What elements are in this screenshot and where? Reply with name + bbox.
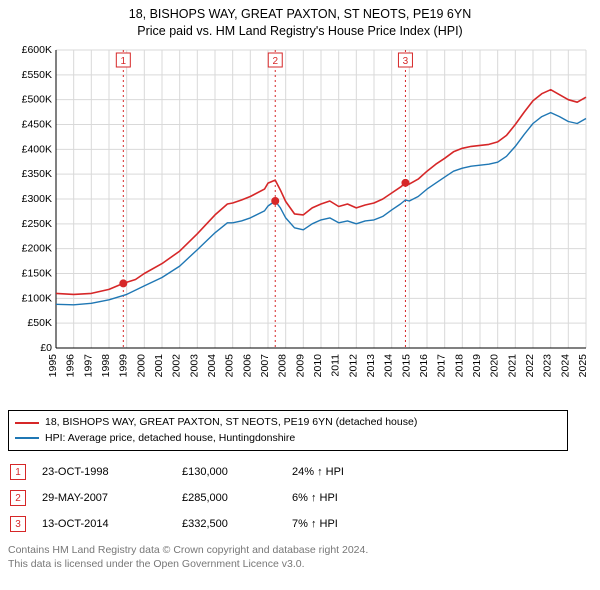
svg-text:2014: 2014 — [383, 354, 395, 378]
chart-container: 18, BISHOPS WAY, GREAT PAXTON, ST NEOTS,… — [0, 0, 600, 580]
svg-text:2005: 2005 — [224, 354, 236, 378]
svg-text:3: 3 — [403, 56, 409, 67]
svg-text:2012: 2012 — [347, 354, 359, 378]
svg-text:2018: 2018 — [453, 354, 465, 378]
svg-text:2023: 2023 — [542, 354, 554, 378]
svg-text:1997: 1997 — [82, 354, 94, 378]
svg-text:£500K: £500K — [22, 93, 52, 105]
svg-text:£0: £0 — [40, 342, 52, 354]
legend-row: 18, BISHOPS WAY, GREAT PAXTON, ST NEOTS,… — [15, 415, 561, 431]
svg-text:2022: 2022 — [524, 354, 536, 378]
sale-number-box: 2 — [10, 490, 26, 506]
legend-label: HPI: Average price, detached house, Hunt… — [45, 431, 295, 447]
svg-text:£550K: £550K — [22, 69, 52, 81]
svg-text:£450K: £450K — [22, 118, 52, 130]
title-line-2: Price paid vs. HM Land Registry's House … — [8, 23, 592, 40]
svg-text:£400K: £400K — [22, 143, 52, 155]
legend-box: 18, BISHOPS WAY, GREAT PAXTON, ST NEOTS,… — [8, 410, 568, 452]
svg-text:2013: 2013 — [365, 354, 377, 378]
sale-price: £130,000 — [182, 466, 292, 478]
sale-hpi: 7% ↑ HPI — [292, 518, 338, 530]
svg-text:2025: 2025 — [577, 354, 589, 378]
sale-hpi: 6% ↑ HPI — [292, 492, 338, 504]
svg-text:2003: 2003 — [188, 354, 200, 378]
svg-text:£200K: £200K — [22, 242, 52, 254]
legend-row: HPI: Average price, detached house, Hunt… — [15, 431, 561, 447]
sale-price: £332,500 — [182, 518, 292, 530]
svg-text:1998: 1998 — [100, 354, 112, 378]
svg-text:2016: 2016 — [418, 354, 430, 378]
footer-line-1: Contains HM Land Registry data © Crown c… — [8, 543, 592, 557]
svg-text:2021: 2021 — [506, 354, 518, 378]
sale-date: 13-OCT-2014 — [42, 518, 182, 530]
sale-row: 3 13-OCT-2014£332,5007% ↑ HPI — [8, 511, 568, 537]
svg-text:2001: 2001 — [153, 354, 165, 378]
svg-text:2007: 2007 — [259, 354, 271, 378]
svg-text:2004: 2004 — [206, 354, 218, 378]
svg-text:1: 1 — [121, 56, 127, 67]
svg-text:2015: 2015 — [400, 354, 412, 378]
svg-text:2020: 2020 — [489, 354, 501, 378]
sale-price: £285,000 — [182, 492, 292, 504]
svg-text:2009: 2009 — [294, 354, 306, 378]
svg-text:1996: 1996 — [65, 354, 77, 378]
price-chart: £0 £50K £100K £150K £200K £250K £300K £350K £400… — [8, 44, 592, 404]
svg-text:£350K: £350K — [22, 168, 52, 180]
legend-label: 18, BISHOPS WAY, GREAT PAXTON, ST NEOTS,… — [45, 415, 417, 431]
sale-date: 29-MAY-2007 — [42, 492, 182, 504]
svg-text:£150K: £150K — [22, 267, 52, 279]
footer-note: Contains HM Land Registry data © Crown c… — [8, 543, 592, 571]
svg-text:2010: 2010 — [312, 354, 324, 378]
footer-line-2: This data is licensed under the Open Gov… — [8, 557, 592, 571]
sale-row: 1 23-OCT-1998£130,00024% ↑ HPI — [8, 459, 568, 485]
svg-text:1999: 1999 — [118, 354, 130, 378]
svg-text:£250K: £250K — [22, 218, 52, 230]
svg-text:2011: 2011 — [330, 354, 342, 377]
legend-swatch — [15, 437, 39, 439]
sale-hpi: 24% ↑ HPI — [292, 466, 344, 478]
svg-text:£50K: £50K — [27, 317, 52, 329]
sale-number-box: 1 — [10, 464, 26, 480]
title-block: 18, BISHOPS WAY, GREAT PAXTON, ST NEOTS,… — [8, 6, 592, 40]
svg-text:1995: 1995 — [47, 354, 59, 378]
svg-text:2019: 2019 — [471, 354, 483, 378]
title-line-1: 18, BISHOPS WAY, GREAT PAXTON, ST NEOTS,… — [8, 6, 592, 23]
svg-text:£100K: £100K — [22, 292, 52, 304]
sale-number-box: 3 — [10, 516, 26, 532]
svg-text:£600K: £600K — [22, 44, 52, 56]
svg-text:2000: 2000 — [135, 354, 147, 378]
chart-svg: £0 £50K £100K £150K £200K £250K £300K £350K £400… — [8, 44, 592, 404]
legend-swatch — [15, 422, 39, 424]
svg-text:2008: 2008 — [277, 354, 289, 378]
svg-text:2002: 2002 — [171, 354, 183, 378]
svg-text:2006: 2006 — [241, 354, 253, 378]
sales-table: 1 23-OCT-1998£130,00024% ↑ HPI 2 29-MAY-200… — [8, 459, 568, 537]
svg-text:2024: 2024 — [559, 354, 571, 378]
sale-date: 23-OCT-1998 — [42, 466, 182, 478]
svg-text:2: 2 — [272, 56, 278, 67]
svg-text:2017: 2017 — [436, 354, 448, 378]
svg-text:£300K: £300K — [22, 193, 52, 205]
sale-row: 2 29-MAY-2007£285,0006% ↑ HPI — [8, 485, 568, 511]
